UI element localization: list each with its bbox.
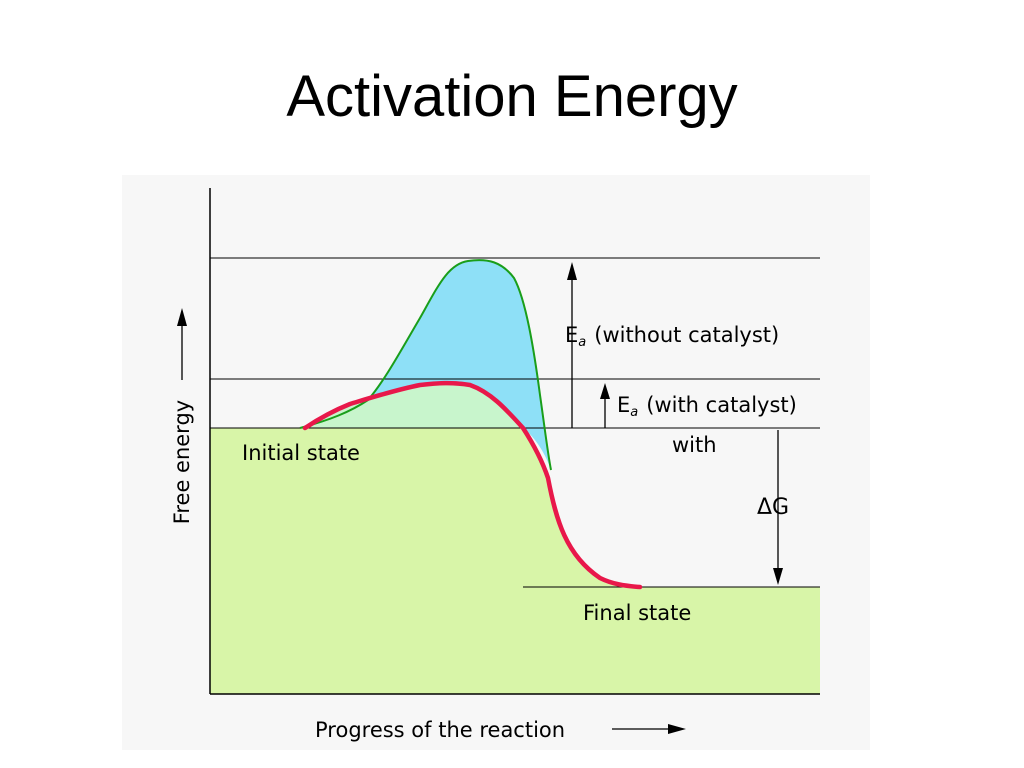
ea-with-arrowhead [600,383,610,399]
final-state-label: Final state [583,601,691,625]
ea-without-symbol: E [565,323,578,347]
ea-with-text: (with catalyst) [646,393,797,417]
stray-with-label: with [672,433,717,457]
y-axis-label: Free energy [170,400,194,524]
ea-with-label: Ea (with catalyst) [617,393,797,420]
slide-title: Activation Energy [286,64,738,129]
ea-without-text: (without catalyst) [594,323,779,347]
ea-with-symbol: E [617,393,630,417]
delta-g-label: ΔG [757,495,789,520]
ea-without-label: Ea (without catalyst) [565,323,779,350]
x-axis-label: Progress of the reaction [315,718,565,742]
x-axis-label-arrowhead [668,724,686,734]
catalyzed-barrier-region [305,383,523,428]
catalyzed-curve [302,380,643,590]
ea-without-arrowhead [567,262,577,280]
delta-g-arrowhead [773,568,783,585]
ea-without-subscript: a [578,335,586,350]
initial-state-label: Initial state [242,441,360,465]
y-axis-label-arrowhead [177,308,187,326]
ea-with-subscript: a [630,405,638,420]
uncatalyzed-extra-barrier [300,260,551,470]
initial-state-region [210,428,820,694]
